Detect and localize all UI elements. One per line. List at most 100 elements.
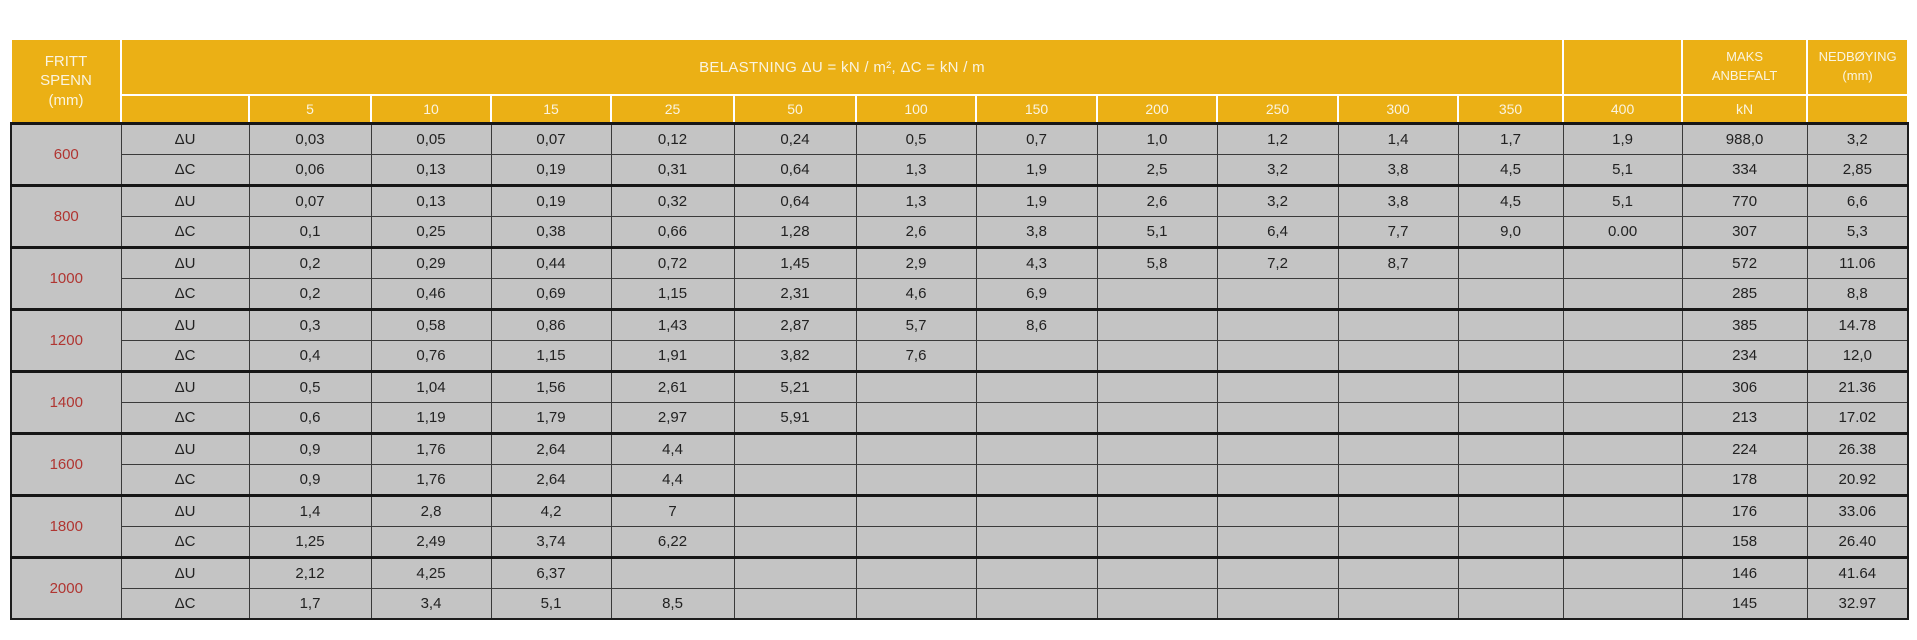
table-row: 1600 ΔU 0,9 1,76 2,64 4,4 224 26.38	[10, 431, 1909, 496]
load-value	[975, 463, 1098, 496]
load-value	[1096, 339, 1218, 372]
load-value: 1,91	[610, 339, 735, 372]
header-row-1: FRITT SPENN (mm) BELASTNING ΔU = kN / m²…	[10, 38, 1910, 124]
load-value	[1096, 431, 1218, 465]
maks-kn-value: 285	[1681, 277, 1808, 310]
load-value: 2,64	[490, 431, 612, 465]
load-value: 4,25	[370, 555, 492, 589]
load-value	[855, 555, 977, 589]
maks-kn-value: 146	[1681, 555, 1808, 589]
load-value	[1337, 431, 1459, 465]
load-value	[975, 587, 1098, 619]
load-value: 0,19	[490, 183, 612, 217]
delta-label: ΔC	[120, 587, 250, 619]
delta-label: ΔU	[120, 555, 250, 589]
load-value	[1216, 401, 1339, 434]
nedboying-value: 5,3	[1806, 215, 1909, 248]
load-value: 0,05	[370, 121, 492, 155]
nedboying-value: 12,0	[1806, 339, 1909, 372]
maks-header-line2: ANBEFALT	[1711, 68, 1778, 83]
load-col-header: 100	[855, 94, 977, 124]
load-value: 2,49	[370, 525, 492, 558]
load-value	[1562, 587, 1683, 619]
load-value: 8,5	[610, 587, 735, 619]
load-value: 0,44	[490, 245, 612, 279]
load-value: 3,2	[1216, 153, 1339, 186]
nedboying-value: 2,85	[1806, 153, 1909, 186]
maks-kn-value: 176	[1681, 493, 1808, 527]
delta-label: ΔC	[120, 277, 250, 310]
load-col-header: 15	[490, 94, 612, 124]
load-value	[975, 369, 1098, 403]
load-value: 0,07	[490, 121, 612, 155]
load-col-header: 200	[1096, 94, 1218, 124]
load-value: 1,7	[1457, 121, 1564, 155]
delta-label: ΔU	[120, 493, 250, 527]
load-value: 3,2	[1216, 183, 1339, 217]
load-value: 0,32	[610, 183, 735, 217]
load-value	[1337, 525, 1459, 558]
span-value: 1400	[10, 369, 122, 434]
delta-label: ΔC	[120, 339, 250, 372]
load-value: 0.00	[1562, 215, 1683, 248]
load-col-header: 400	[1562, 94, 1684, 124]
load-value: 0,6	[248, 401, 372, 434]
load-value: 1,04	[370, 369, 492, 403]
load-value: 0,07	[248, 183, 372, 217]
load-value: 4,2	[490, 493, 612, 527]
maks-header-line1: MAKS	[1726, 49, 1763, 65]
load-value: 6,4	[1216, 215, 1339, 248]
load-value	[1096, 493, 1218, 527]
table-row: 1400 ΔU 0,5 1,04 1,56 2,61 5,21 306 21.36	[10, 369, 1909, 434]
load-value	[1562, 431, 1683, 465]
load-value	[1457, 587, 1564, 619]
load-value: 0,1	[248, 215, 372, 248]
load-value: 0,29	[370, 245, 492, 279]
load-value	[1216, 525, 1339, 558]
load-value: 0,76	[370, 339, 492, 372]
load-value: 0,9	[248, 463, 372, 496]
load-value: 0,12	[610, 121, 735, 155]
load-value	[733, 493, 857, 527]
load-col-header: 10	[370, 94, 492, 124]
load-col-header: 25	[610, 94, 735, 124]
maks-kn-value: 158	[1681, 525, 1808, 558]
load-value: 0,31	[610, 153, 735, 186]
load-value: 0,5	[855, 121, 977, 155]
load-value: 7	[610, 493, 735, 527]
load-value: 0,3	[248, 307, 372, 341]
load-value	[1457, 339, 1564, 372]
load-value	[1457, 277, 1564, 310]
load-value	[855, 369, 977, 403]
load-value	[1337, 587, 1459, 619]
load-value: 4,6	[855, 277, 977, 310]
load-value	[1096, 369, 1218, 403]
load-value: 1,15	[610, 277, 735, 310]
load-value: 7,7	[1337, 215, 1459, 248]
load-value: 2,12	[248, 555, 372, 589]
load-value: 1,9	[975, 153, 1098, 186]
load-value	[1457, 245, 1564, 279]
load-value	[733, 587, 857, 619]
load-value	[1096, 555, 1218, 589]
load-value: 0,19	[490, 153, 612, 186]
load-value: 5,1	[490, 587, 612, 619]
load-value	[1096, 277, 1218, 310]
maks-kn-value: 306	[1681, 369, 1808, 403]
load-value	[1216, 307, 1339, 341]
delta-label: ΔU	[120, 369, 250, 403]
load-value	[1337, 463, 1459, 496]
span-value: 2000	[10, 555, 122, 619]
span-value: 600	[10, 121, 122, 186]
load-value	[1337, 555, 1459, 589]
load-value: 5,8	[1096, 245, 1218, 279]
delta-label: ΔU	[120, 183, 250, 217]
load-col-header: 5	[248, 94, 372, 124]
table-body: 600 ΔU 0,03 0,05 0,07 0,12 0,24 0,5 0,7 1,0 1,2 1,4…	[10, 121, 1909, 619]
nedboying-value: 33.06	[1806, 493, 1909, 527]
load-value: 2,87	[733, 307, 857, 341]
load-value: 1,3	[855, 183, 977, 217]
span-value: 1000	[10, 245, 122, 310]
load-value: 5,1	[1562, 183, 1683, 217]
maks-kn-value: 385	[1681, 307, 1808, 341]
